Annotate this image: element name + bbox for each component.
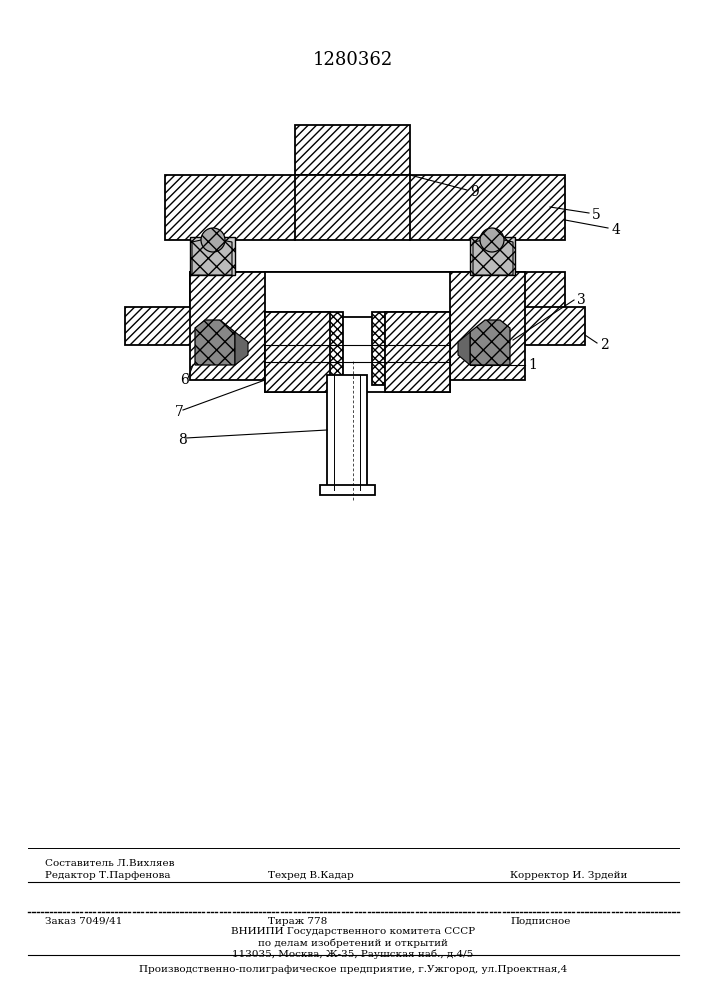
Polygon shape — [235, 332, 248, 365]
Polygon shape — [372, 312, 450, 385]
Polygon shape — [165, 175, 565, 240]
Polygon shape — [190, 237, 235, 275]
Polygon shape — [265, 312, 330, 392]
Polygon shape — [510, 307, 585, 345]
Text: 5: 5 — [592, 208, 601, 222]
Polygon shape — [195, 320, 235, 365]
Text: Заказ 7049/41: Заказ 7049/41 — [45, 916, 122, 926]
Text: Корректор И. Зрдейи: Корректор И. Зрдейи — [510, 871, 627, 880]
Polygon shape — [265, 312, 343, 385]
Polygon shape — [265, 312, 450, 392]
Polygon shape — [447, 272, 525, 380]
Text: Тираж 778: Тираж 778 — [268, 916, 327, 926]
Polygon shape — [470, 320, 510, 365]
Text: Производственно-полиграфическое предприятие, г.Ужгород, ул.Проектная,4: Производственно-полиграфическое предприя… — [139, 964, 567, 974]
Polygon shape — [385, 312, 450, 392]
Text: 113035, Москва, Ж-35, Раушская наб., д.4/5: 113035, Москва, Ж-35, Раушская наб., д.4… — [233, 949, 474, 959]
Text: 4: 4 — [612, 223, 621, 237]
Text: 7: 7 — [175, 405, 184, 419]
Polygon shape — [190, 272, 268, 380]
Text: Составитель Л.Вихляев: Составитель Л.Вихляев — [45, 859, 175, 868]
Text: Техред В.Кадар: Техред В.Кадар — [268, 871, 354, 880]
Polygon shape — [125, 307, 200, 345]
Text: 2: 2 — [600, 338, 609, 352]
Text: по делам изобретений и открытий: по делам изобретений и открытий — [258, 938, 448, 948]
Polygon shape — [320, 485, 375, 495]
Polygon shape — [265, 272, 450, 317]
Polygon shape — [470, 237, 515, 275]
Text: 3: 3 — [577, 293, 586, 307]
Polygon shape — [190, 272, 565, 317]
Polygon shape — [473, 238, 513, 275]
Circle shape — [480, 228, 504, 252]
Text: 1280362: 1280362 — [313, 51, 393, 69]
Text: Редактор Т.Парфенова: Редактор Т.Парфенова — [45, 871, 170, 880]
Text: ВНИИПИ Государственного комитета СССР: ВНИИПИ Государственного комитета СССР — [231, 928, 475, 936]
Text: 6: 6 — [180, 373, 189, 387]
Polygon shape — [192, 238, 232, 275]
Circle shape — [201, 228, 225, 252]
Text: 1: 1 — [528, 358, 537, 372]
Text: 8: 8 — [178, 433, 187, 447]
Polygon shape — [458, 332, 470, 365]
Polygon shape — [295, 125, 410, 175]
Polygon shape — [327, 375, 367, 490]
Text: Подписное: Подписное — [510, 916, 571, 926]
Text: 9: 9 — [470, 185, 479, 199]
